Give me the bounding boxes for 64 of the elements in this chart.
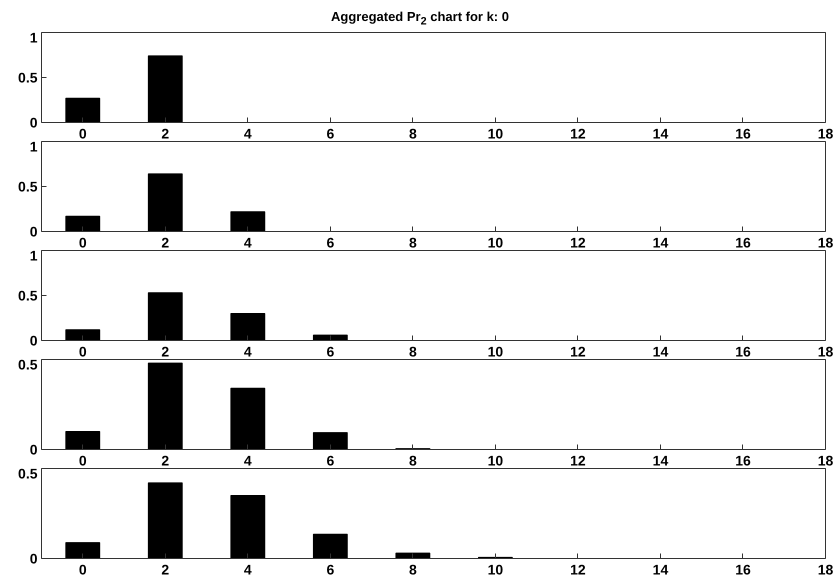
x-tick-label: 6 <box>326 234 334 250</box>
y-tick-label: 0.5 <box>18 466 38 482</box>
x-tick-label: 2 <box>161 126 170 142</box>
x-tick-label: 8 <box>408 562 417 578</box>
x-tick-label: 6 <box>326 344 334 360</box>
x-tick-label: 6 <box>326 452 334 468</box>
x-tick-label: 14 <box>652 562 668 578</box>
x-tick-label: 8 <box>408 126 417 142</box>
x-tick-label: 18 <box>818 562 834 578</box>
x-tick-label: 18 <box>818 126 834 142</box>
x-tick-label: 4 <box>244 344 252 360</box>
x-tick-label: 2 <box>161 562 170 578</box>
y-tick-label: 0.5 <box>18 288 38 304</box>
x-tick-label: 16 <box>735 344 751 360</box>
y-tick-label: 1 <box>30 248 38 264</box>
x-tick-label: 10 <box>488 344 504 360</box>
x-tick-label: 2 <box>161 344 170 360</box>
x-tick-label: 12 <box>570 562 586 578</box>
x-tick-label: 12 <box>570 344 586 360</box>
x-tick-label: 18 <box>818 452 834 468</box>
x-tick-label: 0 <box>78 234 87 250</box>
x-tick-label: 12 <box>570 126 586 142</box>
x-tick-label: 8 <box>408 344 417 360</box>
y-tick-label: 0 <box>30 332 38 348</box>
y-tick-label: 0.5 <box>18 178 38 194</box>
x-tick-label: 10 <box>488 562 504 578</box>
x-tick-label: 2 <box>161 452 170 468</box>
x-tick-label: 4 <box>244 562 252 578</box>
x-tick-label: 18 <box>818 234 834 250</box>
x-tick-label: 4 <box>244 126 252 142</box>
x-tick-label: 10 <box>488 452 504 468</box>
x-tick-label: 14 <box>652 234 668 250</box>
y-tick-label: 1 <box>30 138 38 154</box>
y-tick-label: 0 <box>30 442 38 458</box>
y-tick-label: 0.5 <box>18 70 38 86</box>
x-tick-label: 8 <box>408 234 417 250</box>
x-tick-label: 2 <box>161 234 170 250</box>
x-tick-label: 14 <box>652 344 668 360</box>
x-tick-label: 16 <box>735 234 751 250</box>
x-tick-label: 10 <box>488 234 504 250</box>
x-tick-label: 8 <box>408 452 417 468</box>
x-tick-label: 18 <box>818 344 834 360</box>
x-tick-label: 6 <box>326 562 334 578</box>
x-tick-label: 16 <box>735 452 751 468</box>
y-tick-label: 0 <box>30 550 38 566</box>
y-tick-label: 0.5 <box>18 356 38 372</box>
x-tick-label: 4 <box>244 234 252 250</box>
x-tick-label: 4 <box>244 452 252 468</box>
x-tick-label: 0 <box>78 452 87 468</box>
chart-title: Aggregated Pr$_{2}$ chart for k: 0 <box>330 8 510 30</box>
x-tick-label: 0 <box>78 562 87 578</box>
x-tick-label: 12 <box>570 452 586 468</box>
y-tick-label: 0 <box>30 224 38 240</box>
x-tick-label: 14 <box>652 452 668 468</box>
x-tick-label: 16 <box>735 126 751 142</box>
y-tick-label: 1 <box>30 30 38 46</box>
y-tick-label: 0 <box>30 114 38 130</box>
x-tick-label: 0 <box>78 344 87 360</box>
x-tick-label: 16 <box>735 562 751 578</box>
x-tick-label: 12 <box>570 234 586 250</box>
x-tick-label: 10 <box>488 126 504 142</box>
x-tick-label: 14 <box>652 126 668 142</box>
x-tick-label: 0 <box>78 126 87 142</box>
x-tick-label: 6 <box>326 126 334 142</box>
